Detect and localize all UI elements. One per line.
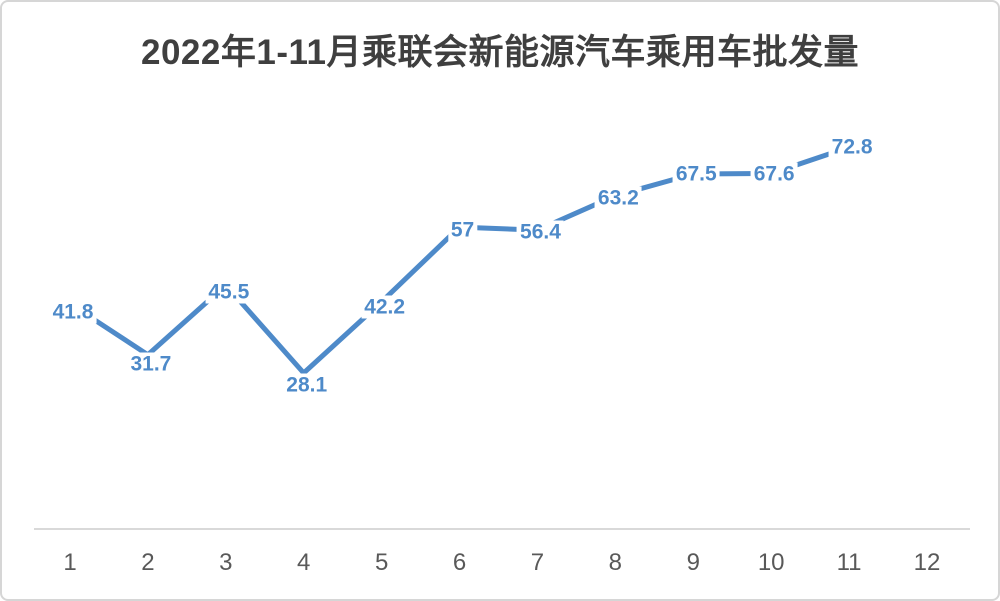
data-label: 67.6 <box>750 162 798 186</box>
x-axis-tick-label: 3 <box>219 549 233 576</box>
x-axis-tick-label: 2 <box>141 549 155 576</box>
data-label: 63.2 <box>594 186 642 210</box>
x-axis-tick-label: 5 <box>374 549 389 576</box>
data-label: 57 <box>447 218 478 242</box>
data-label: 41.8 <box>49 300 97 324</box>
chart-title: 2022年1-11月乘联会新能源汽车乘用车批发量 <box>141 33 859 72</box>
data-label: 67.5 <box>672 162 720 186</box>
x-axis-tick-label: 1 <box>63 549 77 576</box>
x-axis-tick-label: 10 <box>757 549 785 576</box>
data-label: 31.7 <box>127 352 175 376</box>
data-label: 42.2 <box>361 295 409 319</box>
data-label: 45.5 <box>205 280 253 304</box>
x-axis-tick-label: 6 <box>452 549 467 576</box>
data-label: 72.8 <box>828 135 876 159</box>
x-axis-tick-label: 7 <box>530 549 545 576</box>
x-axis-tick-label: 4 <box>297 549 311 576</box>
x-axis-line <box>34 528 970 530</box>
x-axis-tick-label: 8 <box>608 549 623 576</box>
data-label: 28.1 <box>283 373 331 397</box>
x-axis-tick-label: 12 <box>913 549 941 576</box>
x-axis-tick-label: 11 <box>836 549 862 576</box>
data-label: 56.4 <box>517 220 564 244</box>
series-line <box>67 144 852 376</box>
x-axis-tick-label: 9 <box>686 549 700 576</box>
